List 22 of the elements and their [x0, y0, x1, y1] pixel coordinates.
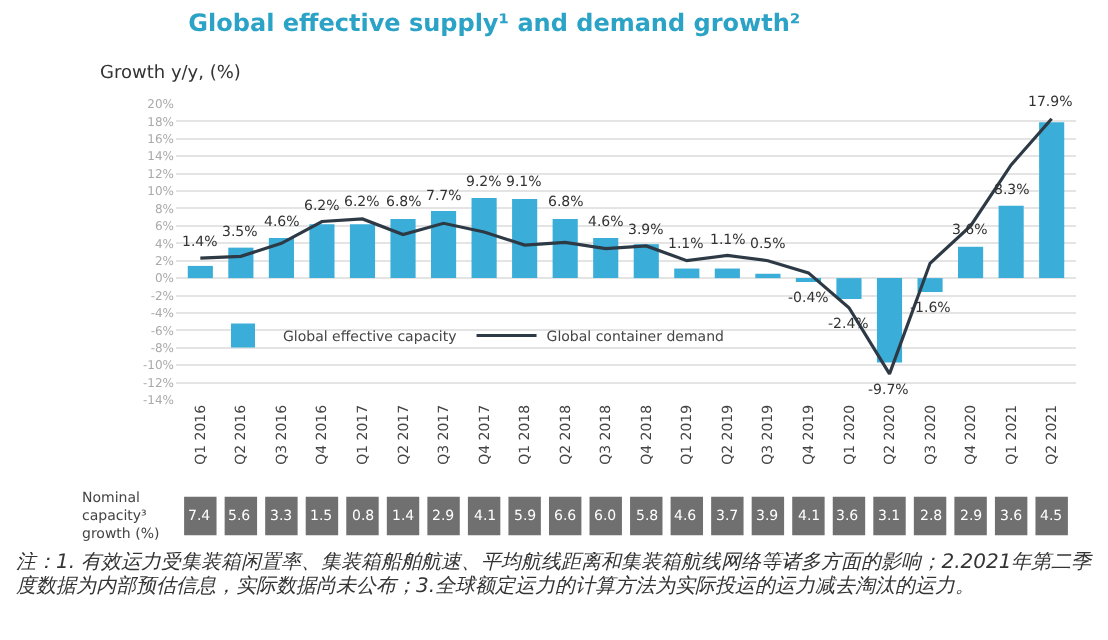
bar [552, 218, 578, 279]
bar [714, 268, 740, 279]
bar [268, 238, 294, 279]
bar [390, 218, 416, 279]
bar [512, 198, 538, 279]
chart-title: Global effective supply¹ and demand growth² [188, 9, 801, 38]
bar [876, 278, 903, 363]
bar [431, 211, 457, 279]
bar [633, 244, 659, 279]
bar [958, 246, 984, 279]
text: 注：1. 有效运力受集装箱闲置率、集装箱船舶航速、平均航线距离和集装箱航线网络等诸多方面的影响；2.2021年第二季度数据为内部预估信息，实际数据尚未公布；3.全球额定运力的计算方法为实际投运的运力减去淘汰的运力。 [14, 552, 1095, 600]
bar [1039, 122, 1065, 279]
bar [674, 268, 700, 279]
bar [755, 273, 781, 279]
bar [309, 224, 335, 279]
bar [349, 224, 376, 279]
bar [187, 265, 213, 279]
bar [836, 278, 862, 300]
y-axis-title: Growth y/y, (%) [100, 64, 241, 84]
bar [593, 238, 619, 279]
bar [998, 205, 1024, 279]
bar [471, 198, 497, 279]
